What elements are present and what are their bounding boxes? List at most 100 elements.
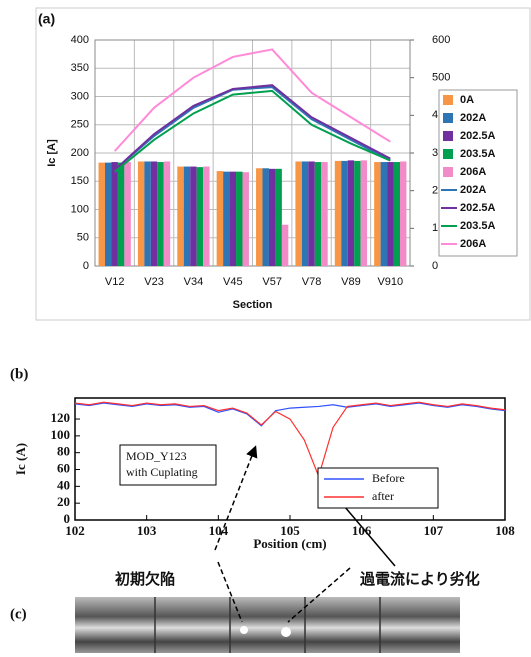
x-tick-label: 104 bbox=[209, 523, 229, 538]
y-axis-title: Ic [A] bbox=[46, 139, 58, 167]
y-tick-label: 250 bbox=[71, 119, 89, 131]
panel-label: (b) bbox=[10, 366, 28, 382]
note-text: with Cuplating bbox=[126, 465, 198, 479]
y-tick-label: 20 bbox=[57, 494, 70, 509]
x-tick-label: V34 bbox=[184, 276, 204, 288]
legend-label: 202A bbox=[460, 112, 486, 124]
panel-label: (c) bbox=[10, 606, 27, 622]
bar bbox=[157, 162, 164, 266]
y2-tick-label: 0 bbox=[432, 260, 438, 272]
bar bbox=[314, 162, 322, 266]
bar bbox=[374, 162, 381, 266]
bar bbox=[354, 160, 361, 266]
bar bbox=[393, 162, 400, 266]
y-tick-label: 100 bbox=[51, 427, 71, 442]
bar bbox=[111, 162, 118, 266]
bar bbox=[275, 168, 282, 266]
y-tick-label: 400 bbox=[71, 34, 89, 46]
legend-swatch bbox=[443, 113, 453, 123]
x-tick-label: V12 bbox=[105, 276, 125, 288]
bar bbox=[190, 166, 197, 266]
bar bbox=[203, 166, 210, 266]
annotation: 過電流により劣化 bbox=[359, 570, 480, 588]
bar bbox=[144, 161, 151, 266]
legend-label: 0A bbox=[460, 94, 474, 106]
bar bbox=[268, 168, 276, 266]
bar bbox=[380, 162, 388, 266]
y-tick-label: 200 bbox=[71, 147, 89, 159]
y-tick-label: 50 bbox=[77, 232, 89, 244]
bar bbox=[117, 162, 125, 266]
y-tick-label: 350 bbox=[71, 62, 89, 74]
line bbox=[114, 89, 391, 173]
x-tick-label: 106 bbox=[352, 523, 372, 538]
x-tick-label: 108 bbox=[495, 523, 515, 538]
arrow bbox=[214, 445, 258, 551]
y2-tick-label: 500 bbox=[432, 72, 450, 84]
note-box bbox=[119, 444, 217, 486]
bar bbox=[341, 160, 348, 266]
bar bbox=[183, 166, 191, 266]
bar bbox=[347, 160, 355, 266]
panel-a-frame bbox=[35, 7, 531, 321]
note-text: MOD_Y123 bbox=[126, 449, 187, 463]
bar bbox=[196, 167, 204, 266]
y-tick-label: 40 bbox=[57, 477, 70, 492]
legend-label: 202.5A bbox=[460, 130, 496, 142]
legend-box bbox=[317, 467, 439, 509]
y-tick-label: 150 bbox=[71, 175, 89, 187]
y-tick-label: 0 bbox=[83, 260, 89, 272]
bar bbox=[387, 162, 394, 266]
legend-label: Before bbox=[372, 471, 405, 485]
x-tick-label: 107 bbox=[424, 523, 444, 538]
x-tick-label: 103 bbox=[137, 523, 157, 538]
bar bbox=[295, 161, 302, 266]
x-axis-title: Section bbox=[233, 299, 273, 311]
y-tick-label: 300 bbox=[71, 90, 89, 102]
bar bbox=[163, 161, 171, 266]
bar bbox=[256, 168, 263, 266]
bar bbox=[334, 160, 342, 266]
y-tick-label: 80 bbox=[57, 444, 70, 459]
annotation: 初期欠陥 bbox=[115, 570, 175, 588]
bar bbox=[242, 172, 249, 266]
legend-label: 206A bbox=[460, 238, 486, 250]
bar bbox=[360, 160, 368, 266]
y-tick-label: 60 bbox=[57, 461, 70, 476]
bar bbox=[223, 171, 230, 266]
bar bbox=[308, 161, 315, 266]
y-tick-label: 0 bbox=[64, 511, 71, 526]
sample-image bbox=[75, 597, 460, 653]
legend-label: after bbox=[372, 489, 394, 503]
legend-swatch bbox=[443, 131, 453, 141]
arrow bbox=[217, 561, 243, 623]
x-tick-label: V89 bbox=[341, 276, 361, 288]
x-tick-label: V45 bbox=[223, 276, 243, 288]
bar bbox=[98, 162, 106, 266]
bar bbox=[399, 161, 407, 266]
x-tick-label: V78 bbox=[302, 276, 322, 288]
x-tick-label: 102 bbox=[65, 523, 85, 538]
legend-label: 206A bbox=[460, 166, 486, 178]
legend-swatch bbox=[443, 167, 453, 177]
x-axis-title: Position (cm) bbox=[253, 536, 326, 551]
line bbox=[114, 84, 391, 171]
line bbox=[74, 401, 506, 479]
defect-spot bbox=[240, 626, 248, 634]
legend-label: 202.5A bbox=[460, 202, 496, 214]
legend-label: 203.5A bbox=[460, 220, 496, 232]
bar bbox=[229, 171, 237, 266]
bar bbox=[105, 162, 112, 266]
bar bbox=[150, 161, 158, 266]
x-tick-label: V57 bbox=[262, 276, 282, 288]
bar bbox=[177, 166, 184, 266]
line bbox=[74, 402, 506, 427]
y2-tick-label: 600 bbox=[432, 34, 450, 46]
legend-label: 203.5A bbox=[460, 148, 496, 160]
panel-label: (a) bbox=[38, 11, 55, 27]
bar bbox=[301, 161, 309, 266]
bar bbox=[321, 162, 328, 266]
line bbox=[114, 86, 391, 171]
bar bbox=[281, 224, 289, 266]
x-tick-label: 105 bbox=[280, 523, 300, 538]
